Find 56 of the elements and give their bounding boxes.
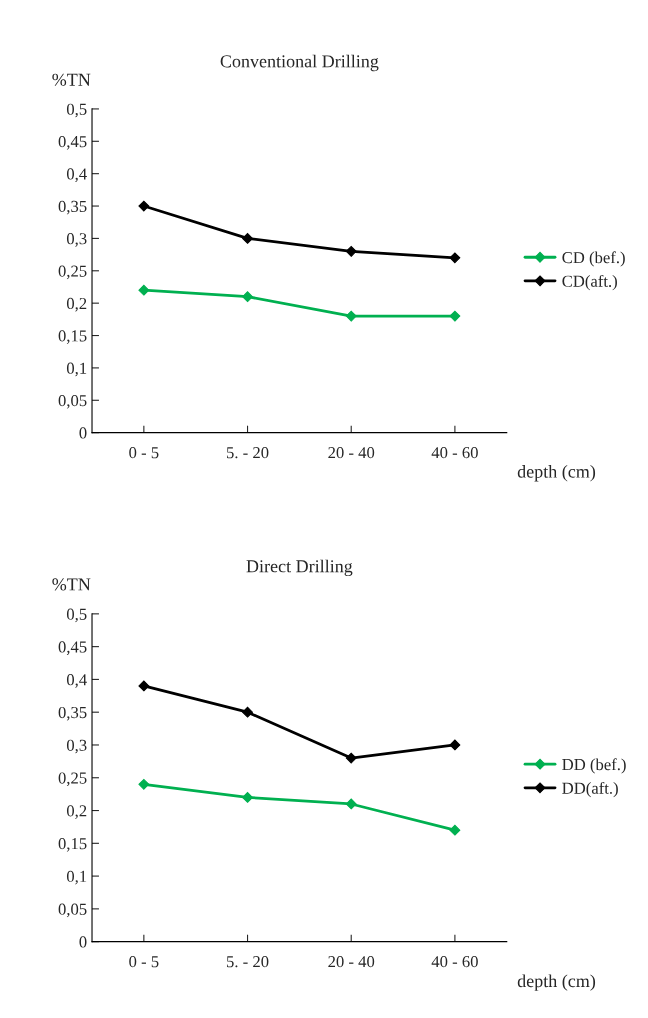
y-tick-label: 0,45 [58,641,87,655]
y-tick-label: 0,4 [66,168,87,183]
x-tick-label: 0 - 5 [129,447,159,459]
point [242,291,253,303]
y-tick-label: 0,45 [58,136,87,150]
legend-label: DD (bef.) [562,758,626,774]
chart-title: Conventional Drilling [220,54,379,72]
legend-label: CD(aft.) [562,274,617,291]
x-tick-label: 0 - 5 [129,956,159,968]
y-tick-label: 0,3 [66,739,87,754]
y-axis-title: %TN [52,578,91,591]
y-tick-label: 0,2 [66,297,87,312]
point [138,680,150,692]
point [138,200,150,212]
x-tick-label: 20 - 40 [328,956,375,968]
y-tick-label: 0 [79,427,87,439]
point [242,232,253,244]
legend-label: CD (bef.) [562,251,625,267]
point [345,310,357,322]
chart-title: Direct Drilling [246,559,353,577]
y-tick-label: 0,3 [66,233,87,247]
y-tick-label: 0,5 [66,608,87,623]
point [449,739,461,751]
point [449,252,461,264]
y-tick-label: 0,05 [58,394,87,409]
y-axis-title: %TN [52,73,91,86]
point [345,245,357,257]
point [449,310,461,322]
y-tick-label: 0,1 [66,870,87,885]
y-tick-label: 0,15 [58,838,87,852]
x-axis-title: depth (cm) [517,465,596,482]
point [449,824,461,836]
y-tick-label: 0,25 [58,772,87,787]
point [138,284,150,296]
y-tick-label: 0,1 [66,362,87,377]
x-axis-title: depth (cm) [517,974,596,991]
y-tick-label: 0,35 [58,200,87,215]
x-tick-label: 5. - 20 [226,447,269,459]
point [345,798,357,810]
x-tick-label: 40 - 60 [431,956,478,968]
y-tick-label: 0,05 [58,903,87,918]
point [345,752,357,764]
y-tick-label: 0,25 [58,265,87,280]
legend-label: DD(aft.) [562,781,618,798]
y-tick-label: 0,2 [66,805,87,819]
y-tick-label: 0,4 [66,674,87,688]
y-tick-label: 0,5 [66,103,87,118]
point [242,706,253,718]
y-tick-label: 0,35 [58,706,87,721]
x-tick-label: 20 - 40 [328,447,375,459]
x-tick-label: 40 - 60 [431,447,478,459]
point [138,778,150,790]
y-tick-label: 0,15 [58,330,87,344]
x-tick-label: 5. - 20 [226,956,269,968]
point [242,791,253,803]
y-tick-label: 0 [79,936,87,948]
